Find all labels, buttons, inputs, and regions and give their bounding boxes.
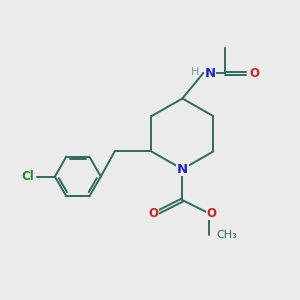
Text: O: O [249, 67, 259, 80]
Text: N: N [177, 163, 188, 176]
Text: H: H [190, 67, 199, 77]
Text: N: N [205, 67, 216, 80]
Text: O: O [148, 207, 158, 220]
Text: Cl: Cl [22, 170, 34, 183]
Text: O: O [207, 207, 217, 220]
Text: CH₃: CH₃ [216, 230, 237, 240]
